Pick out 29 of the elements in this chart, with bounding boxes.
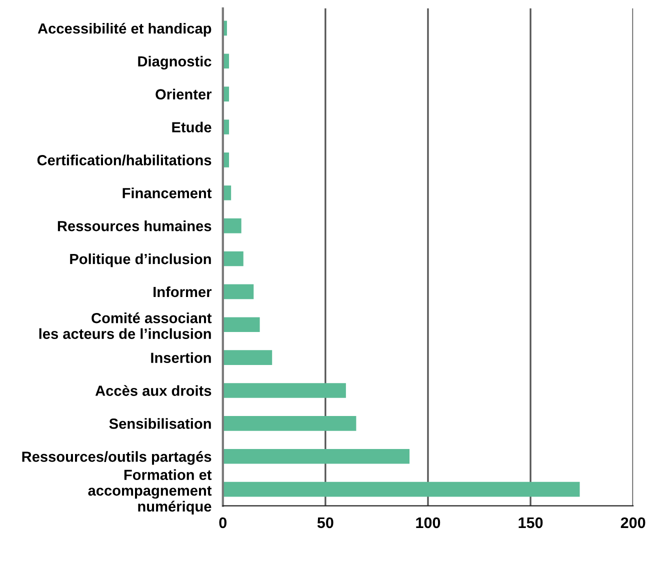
y-tick-label: Insertion — [151, 352, 211, 364]
bar — [222, 482, 580, 497]
y-tick-label: Orienter — [156, 88, 212, 100]
bar — [222, 317, 260, 332]
x-tick-label: 50 — [317, 517, 334, 528]
x-tick-label: 0 — [219, 517, 226, 528]
y-tick-label: Formation et accompagnement numérique — [88, 469, 212, 515]
bar — [222, 416, 356, 431]
y-tick-label: Comité associant les acteurs de l’inclusion — [39, 312, 212, 339]
y-tick-label: Informer — [154, 286, 212, 298]
y-tick-label: Sensibilisation — [109, 418, 211, 429]
y-tick-label: Etude — [172, 122, 212, 132]
bar — [222, 284, 254, 300]
y-tick-label: Ressources/outils partagés — [22, 451, 212, 465]
x-tick-label: 100 — [416, 517, 440, 528]
x-tick-label: 150 — [518, 517, 543, 528]
bar — [222, 218, 242, 234]
y-tick-label: Diagnostic — [138, 56, 212, 70]
y-tick-label: Politique d’inclusion — [70, 253, 211, 268]
y-tick-label: Financement — [122, 188, 212, 198]
bar — [222, 251, 244, 266]
y-tick-label: Accès aux droits — [95, 385, 212, 396]
bar — [222, 448, 410, 464]
y-tick-label: Certification/habilitations — [37, 154, 212, 166]
y-tick-label: Ressources humaines — [58, 220, 212, 232]
bar — [222, 350, 272, 365]
x-tick-label: 200 — [620, 517, 646, 528]
y-tick-label: Accessibilité et handicap — [38, 22, 212, 37]
bar — [222, 383, 346, 398]
